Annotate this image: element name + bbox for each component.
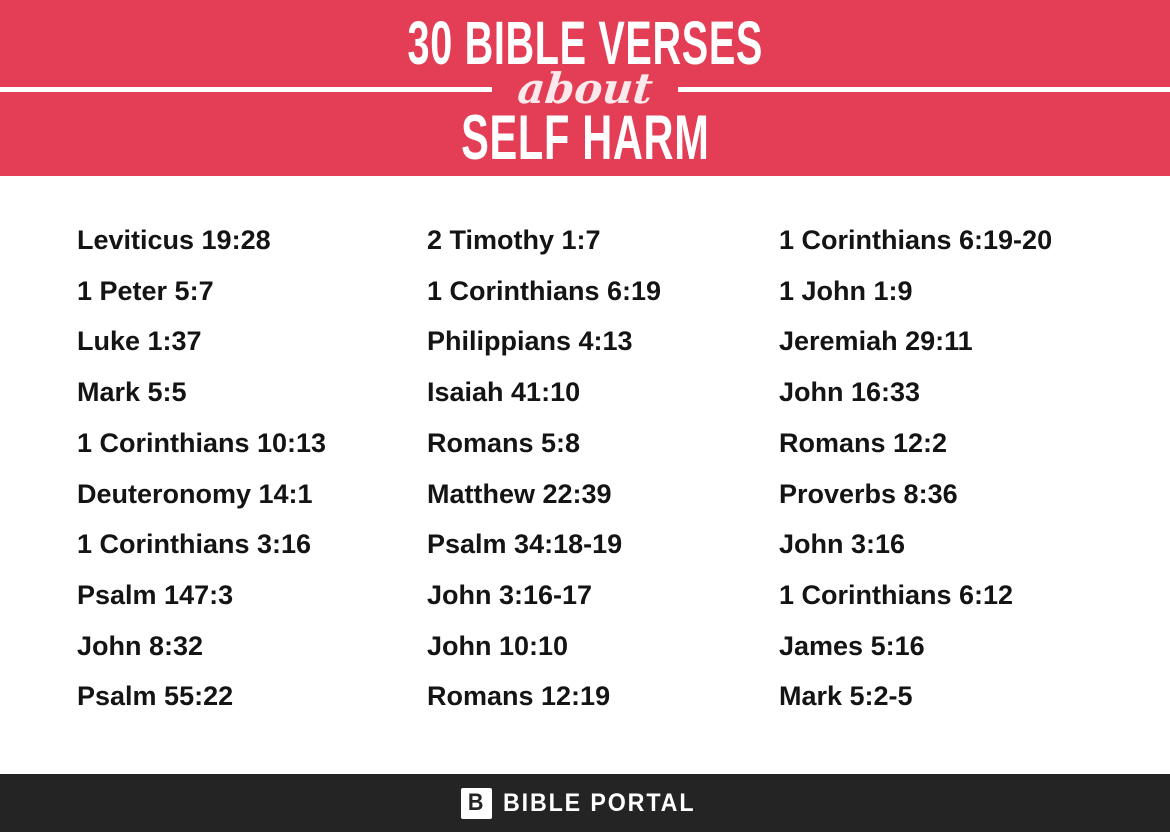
verse-item: 1 Corinthians 10:13	[77, 427, 327, 458]
verses-column-1: Leviticus 19:28 1 Peter 5:7 Luke 1:37 Ma…	[77, 215, 427, 774]
header-banner: 30 BIBLE VERSES about SELF HARM	[0, 0, 1170, 176]
bible-portal-logo-icon: B	[460, 787, 492, 819]
divider-line-right	[678, 86, 1170, 92]
verse-item: 1 Corinthians 6:19	[427, 275, 662, 306]
verses-column-2: 2 Timothy 1:7 1 Corinthians 6:19 Philipp…	[427, 215, 779, 774]
verse-item: Matthew 22:39	[427, 478, 612, 509]
verse-item: 1 Corinthians 6:19-20	[779, 225, 1053, 255]
verse-item: Psalm 55:22	[77, 681, 234, 712]
verse-item: Luke 1:37	[77, 326, 202, 357]
verse-item: John 3:16-17	[427, 579, 593, 610]
logo-letter: B	[468, 789, 484, 816]
verse-item: Psalm 34:18-19	[427, 529, 623, 560]
verse-item: James 5:16	[779, 630, 925, 661]
verse-item: John 3:16	[779, 529, 906, 560]
verse-item: Isaiah 41:10	[427, 377, 581, 408]
verse-item: 1 Peter 5:7	[77, 275, 214, 306]
verses-column-3: 1 Corinthians 6:19-20 1 John 1:9 Jeremia…	[779, 215, 1170, 774]
verse-item: 1 Corinthians 3:16	[77, 529, 312, 560]
verse-item: Romans 12:19	[427, 681, 611, 712]
verse-item: Deuteronomy 14:1	[77, 478, 313, 509]
divider-line-left	[0, 86, 492, 92]
verse-item: Jeremiah 29:11	[779, 326, 973, 357]
verse-item: 1 Corinthians 6:12	[779, 579, 1014, 610]
verse-item: Romans 12:2	[779, 427, 948, 458]
verse-item: Mark 5:5	[77, 377, 187, 408]
verse-item: Mark 5:2-5	[779, 681, 913, 712]
verse-item: Romans 5:8	[427, 427, 581, 458]
verses-grid: Leviticus 19:28 1 Peter 5:7 Luke 1:37 Ma…	[0, 176, 1170, 774]
verse-item: John 8:32	[77, 630, 204, 661]
footer-brand-text: BIBLE PORTAL	[502, 788, 695, 817]
verse-item: John 16:33	[779, 377, 921, 408]
title-count-line: 30 BIBLE VERSES	[407, 8, 763, 78]
verse-item: Proverbs 8:36	[779, 478, 958, 509]
verse-item: Psalm 147:3	[77, 579, 234, 610]
verse-item: 1 John 1:9	[779, 275, 913, 306]
title-topic: SELF HARM	[460, 102, 710, 174]
verse-item: Philippians 4:13	[427, 326, 633, 357]
verse-item: John 10:10	[427, 630, 569, 661]
verse-item: Leviticus 19:28	[77, 225, 271, 255]
verse-item: 2 Timothy 1:7	[427, 225, 601, 255]
footer-bar: B BIBLE PORTAL	[0, 774, 1170, 832]
title-divider-row: about	[0, 64, 1170, 113]
